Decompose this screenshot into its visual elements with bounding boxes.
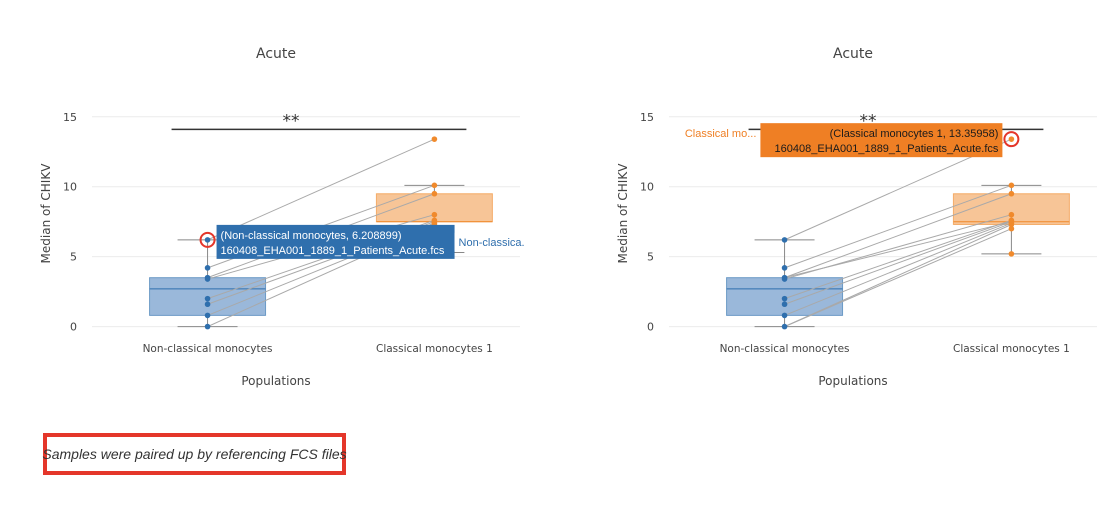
- tooltip-series-tag: Non-classica...: [459, 237, 525, 249]
- y-axis-label: Median of CHIKV: [616, 163, 630, 264]
- data-point[interactable]: [781, 237, 788, 243]
- hover-tooltip: (Non-classical monocytes, 6.208899) 16040…: [216, 224, 525, 259]
- data-point[interactable]: [431, 136, 438, 142]
- pair-line: [784, 219, 1012, 300]
- x-tick-label-2: Classical monocytes 1: [376, 343, 493, 355]
- x-tick-label-1: Non-classical monocytes: [143, 343, 273, 355]
- data-point[interactable]: [204, 265, 211, 271]
- x-tick-label-1: Non-classical monocytes: [720, 343, 850, 355]
- y-axis-label: Median of CHIKV: [39, 163, 53, 264]
- data-point[interactable]: [1008, 182, 1015, 189]
- paired-samples-note: Samples were paired up by referencing FC…: [42, 433, 347, 475]
- pair-line: [784, 222, 1012, 316]
- highlight-marker-ring: [1003, 131, 1020, 148]
- pair-line: [784, 193, 1012, 279]
- data-point[interactable]: [781, 312, 788, 319]
- data-point[interactable]: [781, 276, 788, 282]
- significance-label: **: [282, 111, 299, 131]
- data-point[interactable]: [431, 190, 438, 197]
- x-axis-label: Populations: [241, 374, 310, 388]
- y-tick-label-0: 0: [70, 321, 77, 334]
- pair-line: [784, 184, 1012, 269]
- y-tick-label-5: 5: [647, 251, 654, 264]
- chart-acute-left[interactable]: Acute 0 5 10 15 Median of CHIKV Populations Non…: [0, 0, 525, 400]
- pair-line: [207, 138, 435, 241]
- y-tick-label-0: 0: [647, 321, 654, 334]
- x-axis-label: Populations: [818, 374, 887, 388]
- data-point[interactable]: [781, 265, 788, 271]
- data-point[interactable]: [1008, 190, 1015, 197]
- hover-tooltip: (Classical monocytes 1, 13.35958) 160408_…: [685, 123, 1003, 158]
- chart-title: Acute: [833, 46, 873, 62]
- data-point[interactable]: [781, 301, 788, 308]
- data-point[interactable]: [1008, 225, 1015, 232]
- tooltip-line-1: (Non-classical monocytes, 6.208899): [221, 230, 402, 242]
- y-tick-label-15: 15: [63, 111, 77, 124]
- highlight-marker-ring: [199, 231, 216, 248]
- pair-line: [784, 221, 1012, 279]
- chart-title: Acute: [256, 46, 296, 62]
- data-point[interactable]: [781, 323, 788, 330]
- tooltip-line-2: 160408_EHA001_1889_1_Patients_Acute.fcs: [775, 143, 999, 155]
- data-point[interactable]: [431, 182, 438, 189]
- tooltip-line-2: 160408_EHA001_1889_1_Patients_Acute.fcs: [221, 245, 445, 257]
- data-point[interactable]: [1008, 251, 1015, 257]
- y-tick-label-10: 10: [640, 181, 654, 194]
- data-point[interactable]: [781, 295, 788, 302]
- y-tick-label-10: 10: [63, 181, 77, 194]
- data-point[interactable]: [204, 276, 211, 282]
- data-point[interactable]: [431, 211, 438, 218]
- y-tick-label-15: 15: [640, 111, 654, 124]
- tooltip-tag-background: [454, 232, 525, 251]
- x-tick-label-2: Classical monocytes 1: [953, 343, 1070, 355]
- tooltip-series-tag: Classical mo...: [685, 128, 757, 140]
- data-point[interactable]: [1008, 221, 1015, 228]
- data-point[interactable]: [204, 237, 211, 243]
- data-point[interactable]: [204, 323, 211, 330]
- data-point[interactable]: [204, 312, 211, 319]
- y-tick-label-5: 5: [70, 251, 77, 264]
- chart-acute-right[interactable]: Acute 0 5 10 15 Median of CHIKV Populations Non…: [577, 0, 1102, 400]
- tooltip-box: [216, 224, 455, 259]
- data-point[interactable]: [1008, 211, 1015, 218]
- tooltip-line-1: (Classical monocytes 1, 13.35958): [830, 128, 999, 140]
- data-point[interactable]: [1008, 136, 1015, 142]
- pair-line: [784, 228, 1012, 328]
- pair-line: [784, 221, 1012, 305]
- tooltip-box: [760, 123, 1003, 158]
- pair-line: [784, 224, 1012, 328]
- paired-samples-note-text: Samples were paired up by referencing FC…: [42, 446, 347, 462]
- data-point[interactable]: [204, 301, 211, 308]
- data-point[interactable]: [204, 295, 211, 302]
